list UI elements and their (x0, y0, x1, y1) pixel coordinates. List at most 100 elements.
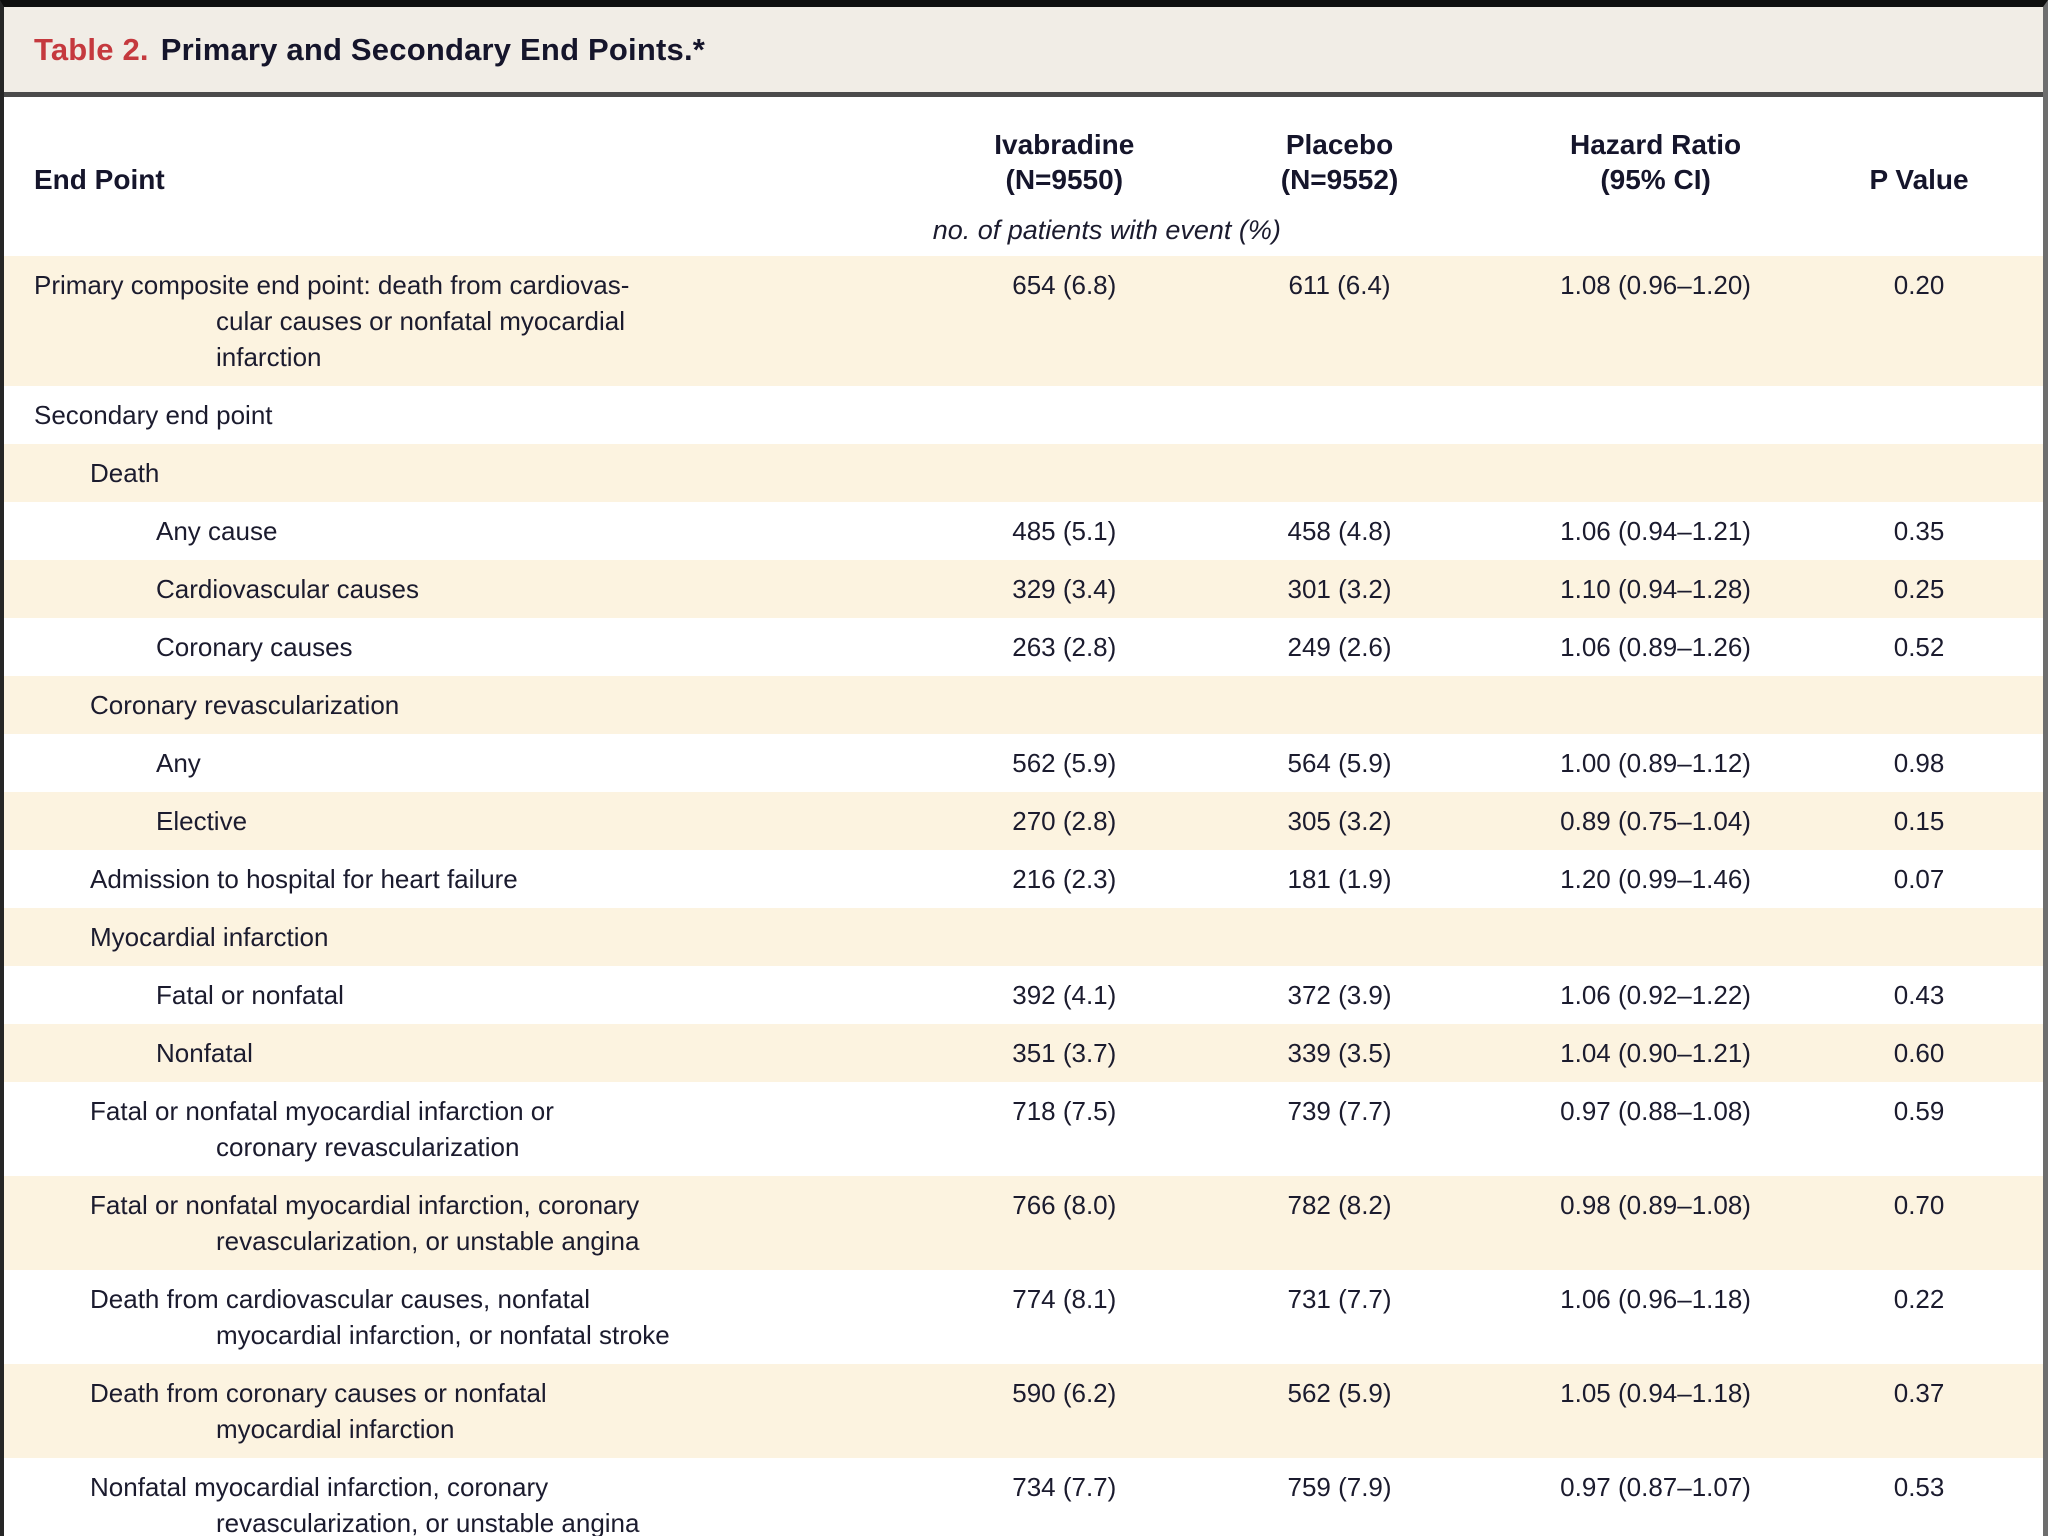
placebo-cell (1207, 386, 1472, 444)
hazard-ratio-cell: 1.06 (0.96–1.18) (1560, 1284, 1751, 1314)
table-row: Coronary causes 263 (2.8) 249 (2.6) 1.06 (0… (4, 618, 2043, 676)
column-header-placebo: Placebo (N=9552) (1280, 129, 1399, 195)
table-row: Admission to hospital for heart failure 2… (4, 850, 2043, 908)
table-row: Secondary end point (4, 386, 2043, 444)
table-header: End Point Ivabradine (N=9550) Placebo (N=9… (4, 97, 2043, 256)
hazard-ratio-cell: 1.06 (0.89–1.26) (1560, 632, 1751, 662)
hazard-ratio-cell: 1.08 (0.96–1.20) (1560, 270, 1751, 300)
table-row: Death from cardiovascular causes, nonfat… (4, 1270, 2043, 1364)
hazard-ratio-cell: 0.97 (0.87–1.07) (1560, 1472, 1751, 1502)
table-number-label: Table 2. (34, 31, 149, 67)
p-value-cell: 0.53 (1893, 1472, 1945, 1502)
hazard-ratio-cell: 1.20 (0.99–1.46) (1560, 864, 1751, 894)
ivabradine-cell: 351 (3.7) (1012, 1038, 1117, 1068)
header-row: End Point Ivabradine (N=9550) Placebo (N=9… (4, 97, 2043, 201)
hazard-ratio-cell: 1.04 (0.90–1.21) (1560, 1038, 1751, 1068)
placebo-cell: 181 (1.9) (1287, 864, 1392, 894)
endpoint-cell: Coronary revascularization (90, 690, 400, 720)
p-value-cell (1839, 908, 2043, 966)
ivabradine-cell: 270 (2.8) (1012, 806, 1117, 836)
table-row: Coronary revascularization (4, 676, 2043, 734)
table-body: Primary composite end point: death from … (4, 256, 2043, 1536)
ivabradine-cell: 329 (3.4) (1012, 574, 1117, 604)
p-value-cell (1839, 386, 2043, 444)
ivabradine-cell: 562 (5.9) (1012, 748, 1117, 778)
p-value-cell: 0.98 (1893, 748, 1945, 778)
endpoint-cell: Primary composite end point: death from … (34, 270, 630, 372)
endpoint-cell: Elective (156, 806, 248, 836)
table-row: Any 562 (5.9) 564 (5.9) 1.00 (0.89–1.12) 0.9… (4, 734, 2043, 792)
table-row: Fatal or nonfatal myocardial infarction,… (4, 1176, 2043, 1270)
p-value-cell: 0.22 (1893, 1284, 1945, 1314)
endpoint-cell: Any cause (156, 516, 278, 546)
table-title: Primary and Secondary End Points.* (160, 31, 706, 67)
endpoint-cell: Cardiovascular causes (156, 574, 420, 604)
hazard-ratio-cell: 1.00 (0.89–1.12) (1560, 748, 1751, 778)
p-value-cell: 0.43 (1893, 980, 1945, 1010)
p-value-cell: 0.37 (1893, 1378, 1945, 1408)
placebo-cell: 301 (3.2) (1287, 574, 1392, 604)
table-row: Fatal or nonfatal 392 (4.1) 372 (3.9) 1.06 … (4, 966, 2043, 1024)
hazard-ratio-cell: 0.89 (0.75–1.04) (1560, 806, 1751, 836)
hazard-ratio-cell: 1.06 (0.94–1.21) (1560, 516, 1751, 546)
ivabradine-cell: 654 (6.8) (1012, 270, 1117, 300)
table-row: Myocardial infarction (4, 908, 2043, 966)
endpoint-cell: Any (156, 748, 201, 778)
ivabradine-cell (922, 444, 1207, 502)
p-value-cell: 0.07 (1893, 864, 1945, 894)
ivabradine-cell: 766 (8.0) (1012, 1190, 1117, 1220)
column-header-ivabradine: Ivabradine (N=9550) (994, 129, 1135, 195)
placebo-cell: 739 (7.7) (1287, 1096, 1392, 1126)
table-row: Elective 270 (2.8) 305 (3.2) 0.89 (0.75–1.0… (4, 792, 2043, 850)
placebo-cell: 339 (3.5) (1287, 1038, 1392, 1068)
endpoint-cell: Death from coronary causes or nonfatal m… (90, 1378, 547, 1444)
hazard-ratio-cell (1472, 444, 1839, 502)
hazard-ratio-cell: 1.05 (0.94–1.18) (1560, 1378, 1751, 1408)
endpoint-cell: Fatal or nonfatal (156, 980, 344, 1010)
endpoint-cell: Secondary end point (34, 400, 273, 430)
p-value-cell: 0.52 (1893, 632, 1945, 662)
placebo-cell: 731 (7.7) (1287, 1284, 1392, 1314)
p-value-cell: 0.25 (1893, 574, 1945, 604)
hazard-ratio-cell: 1.06 (0.92–1.22) (1560, 980, 1751, 1010)
endpoint-cell: Fatal or nonfatal myocardial infarction … (90, 1096, 554, 1162)
column-header-endpoint: End Point (34, 164, 165, 195)
endpoint-cell: Coronary causes (156, 632, 353, 662)
units-spacer (1472, 201, 1839, 256)
endpoints-table: End Point Ivabradine (N=9550) Placebo (N=9… (4, 97, 2043, 1536)
hazard-ratio-cell (1472, 908, 1839, 966)
column-header-p_value: P Value (1869, 164, 1969, 195)
table-row: Nonfatal 351 (3.7) 339 (3.5) 1.04 (0.90–1.2… (4, 1024, 2043, 1082)
p-value-cell: 0.15 (1893, 806, 1945, 836)
endpoint-cell: Myocardial infarction (90, 922, 329, 952)
hazard-ratio-cell: 1.10 (0.94–1.28) (1560, 574, 1751, 604)
placebo-cell: 458 (4.8) (1287, 516, 1392, 546)
placebo-cell (1207, 908, 1472, 966)
hazard-ratio-cell (1472, 676, 1839, 734)
placebo-cell: 564 (5.9) (1287, 748, 1392, 778)
placebo-cell: 305 (3.2) (1287, 806, 1392, 836)
units-row: no. of patients with event (%) (4, 201, 2043, 256)
table-row: Any cause 485 (5.1) 458 (4.8) 1.06 (0.94–1.… (4, 502, 2043, 560)
placebo-cell: 372 (3.9) (1287, 980, 1392, 1010)
p-value-cell: 0.20 (1893, 270, 1945, 300)
units-spacer (4, 201, 922, 256)
ivabradine-cell: 263 (2.8) (1012, 632, 1117, 662)
column-header-hazard_ratio: Hazard Ratio (95% CI) (1569, 129, 1742, 195)
p-value-cell: 0.35 (1893, 516, 1945, 546)
placebo-cell: 782 (8.2) (1287, 1190, 1392, 1220)
p-value-cell: 0.60 (1893, 1038, 1945, 1068)
table-row: Primary composite end point: death from … (4, 256, 2043, 386)
endpoint-cell: Nonfatal myocardial infarction, coronary… (90, 1472, 640, 1536)
ivabradine-cell (922, 386, 1207, 444)
ivabradine-cell: 216 (2.3) (1012, 864, 1117, 894)
endpoint-cell: Fatal or nonfatal myocardial infarction,… (90, 1190, 640, 1256)
ivabradine-cell: 718 (7.5) (1012, 1096, 1117, 1126)
hazard-ratio-cell (1472, 386, 1839, 444)
placebo-cell: 611 (6.4) (1288, 270, 1391, 300)
p-value-cell (1839, 444, 2043, 502)
table-row: Death (4, 444, 2043, 502)
table-row: Fatal or nonfatal myocardial infarction … (4, 1082, 2043, 1176)
p-value-cell: 0.59 (1893, 1096, 1945, 1126)
